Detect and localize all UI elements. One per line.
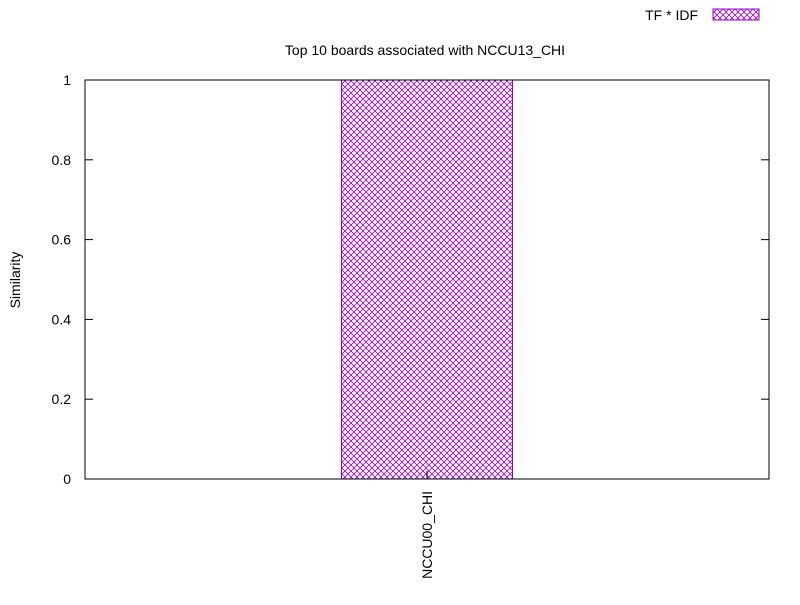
legend-label: TF * IDF	[645, 7, 698, 23]
y-tick-label: 0.4	[52, 311, 72, 327]
bar-NCCU00_CHI	[341, 79, 513, 480]
y-axis-label: Similarity	[7, 252, 23, 309]
legend-swatch	[712, 8, 760, 21]
y-tick-label: 0.2	[52, 391, 72, 407]
chart-title: Top 10 boards associated with NCCU13_CHI	[285, 42, 565, 58]
y-tick-label: 0.6	[52, 232, 72, 248]
y-tick-label: 1	[63, 72, 71, 88]
y-tick-label: 0	[63, 471, 71, 487]
legend: TF * IDF	[645, 7, 760, 23]
x-tick-label: NCCU00_CHI	[419, 491, 435, 579]
x-axis-ticks: NCCU00_CHI	[419, 471, 435, 579]
bars	[341, 79, 513, 480]
y-tick-label: 0.8	[52, 152, 72, 168]
y-axis-ticks: 0 0.2 0.4 0.6 0.8 1	[52, 72, 769, 487]
plot-frame	[84, 79, 770, 480]
